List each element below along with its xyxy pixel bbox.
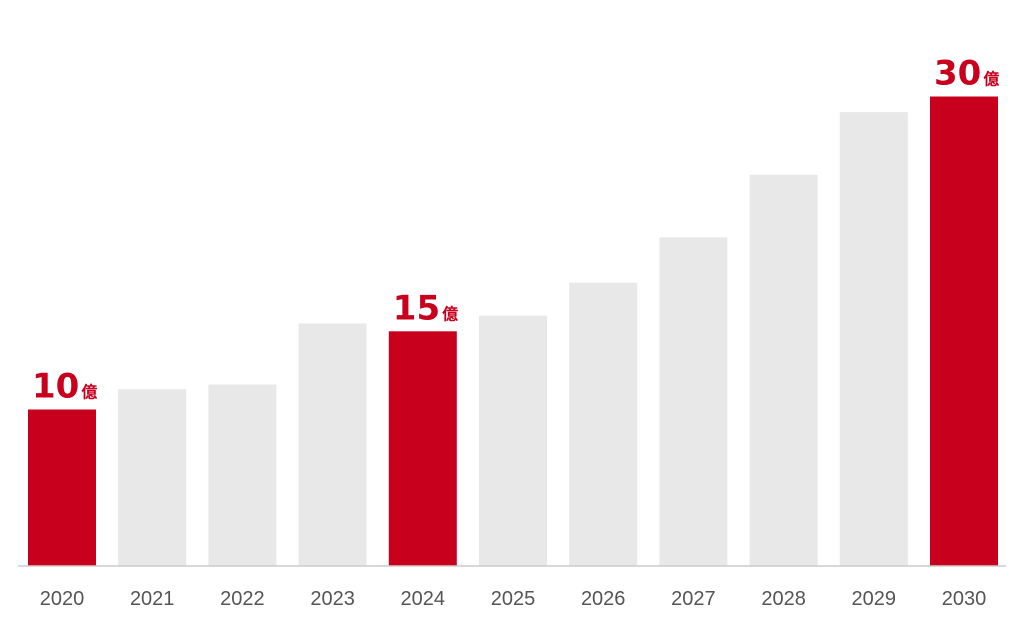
data-label-unit: 億 (983, 70, 999, 89)
bar-2021 (118, 389, 187, 566)
bar-2028 (749, 174, 818, 567)
data-label-unit: 億 (442, 304, 458, 323)
x-tick-label-2028: 2028 (761, 588, 806, 610)
x-tick-label-2024: 2024 (401, 588, 446, 610)
data-labels-group: 10 億15 億30 億 (32, 54, 999, 407)
x-tick-label-2023: 2023 (310, 588, 355, 610)
x-tick-label-2030: 2030 (942, 588, 987, 610)
data-label-2020: 10 億 (32, 367, 97, 407)
data-label-2024: 15 億 (393, 288, 458, 328)
x-tick-label-2029: 2029 (852, 588, 897, 610)
bar-2024 (388, 331, 457, 567)
bar-2029 (839, 112, 908, 566)
bar-2023 (298, 323, 367, 566)
x-tick-label-2026: 2026 (581, 588, 626, 610)
x-tick-label-2022: 2022 (220, 588, 265, 610)
data-label-value: 30 (934, 54, 981, 94)
data-label-value: 10 (32, 367, 79, 407)
bars-group (28, 96, 998, 567)
x-tick-label-2020: 2020 (40, 588, 85, 610)
bar-2030 (930, 96, 998, 566)
bar-2020 (28, 409, 96, 566)
x-axis-tick-labels: 2020 2021 2022 2023 2024 2025 2026 2027 2028 2029… (40, 588, 987, 610)
data-label-2030: 30 億 (934, 54, 999, 94)
bar-2027 (659, 237, 728, 567)
bar-2025 (479, 315, 547, 566)
bar-2026 (569, 282, 638, 566)
x-tick-label-2027: 2027 (671, 588, 716, 610)
data-label-value: 15 (393, 288, 440, 328)
x-tick-label-2025: 2025 (491, 588, 536, 610)
data-label-unit: 億 (81, 383, 97, 402)
x-tick-label-2021: 2021 (130, 588, 175, 610)
bar-2022 (208, 384, 277, 566)
